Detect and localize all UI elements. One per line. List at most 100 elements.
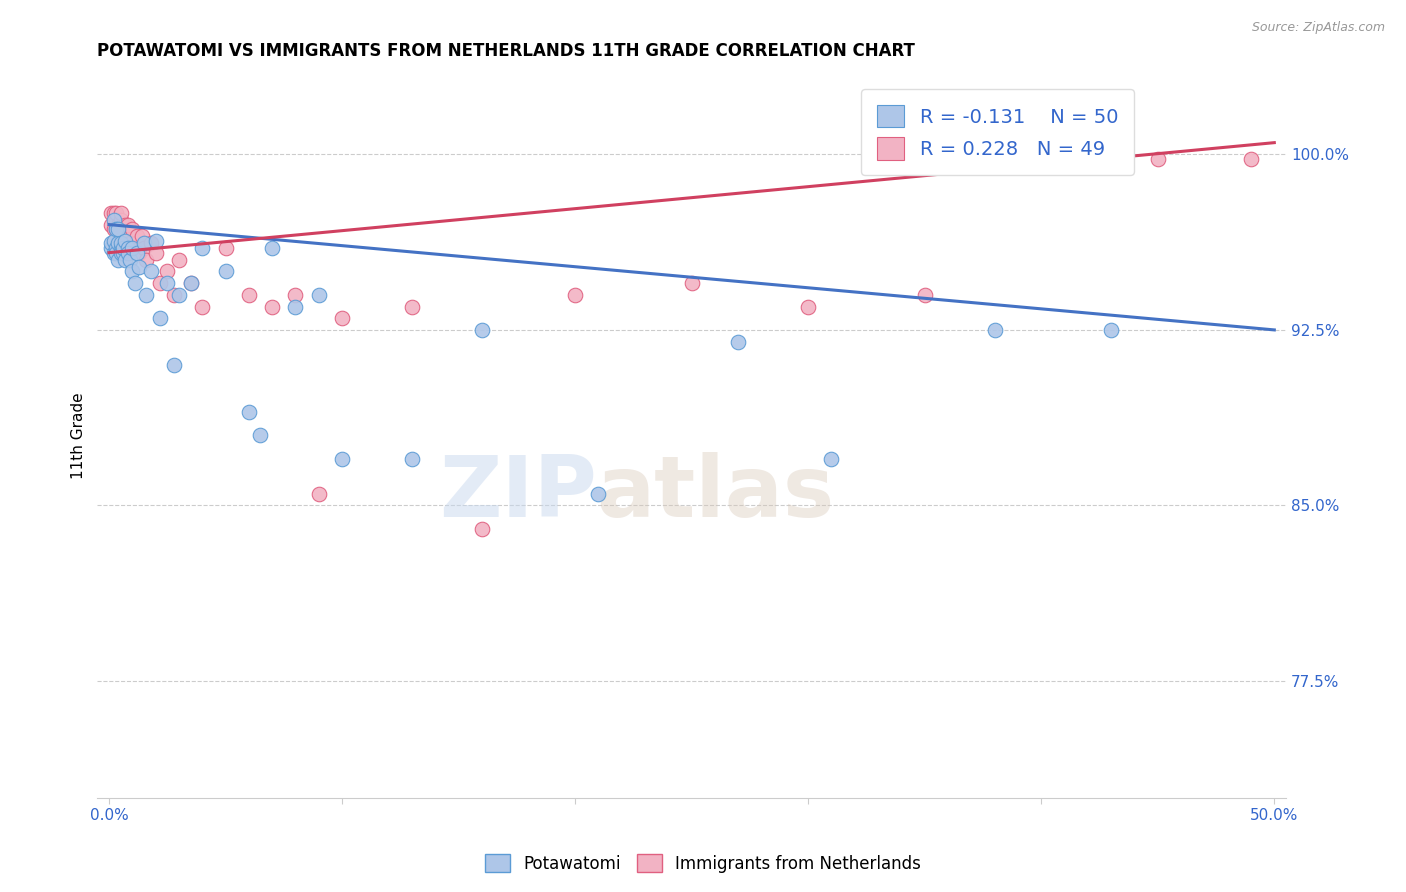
Point bbox=[114, 218, 136, 232]
Point bbox=[1240, 152, 1263, 166]
Point bbox=[114, 252, 136, 267]
Point bbox=[110, 206, 132, 220]
Point bbox=[139, 264, 162, 278]
Point bbox=[308, 287, 330, 301]
Point bbox=[284, 287, 307, 301]
Point bbox=[149, 276, 172, 290]
Point bbox=[191, 300, 214, 314]
Point bbox=[727, 334, 749, 349]
Point bbox=[121, 241, 143, 255]
Point bbox=[110, 222, 132, 236]
Point bbox=[156, 276, 179, 290]
Point bbox=[284, 300, 307, 314]
Point bbox=[191, 241, 214, 255]
Point bbox=[167, 287, 190, 301]
Point bbox=[125, 229, 148, 244]
Point bbox=[121, 222, 143, 236]
Legend: R = -0.131    N = 50, R = 0.228   N = 49: R = -0.131 N = 50, R = 0.228 N = 49 bbox=[862, 89, 1133, 175]
Point bbox=[471, 522, 494, 536]
Point bbox=[308, 487, 330, 501]
Legend: Potawatomi, Immigrants from Netherlands: Potawatomi, Immigrants from Netherlands bbox=[478, 847, 928, 880]
Point bbox=[103, 245, 125, 260]
Point bbox=[100, 218, 122, 232]
Y-axis label: 11th Grade: 11th Grade bbox=[72, 392, 86, 478]
Point bbox=[111, 222, 134, 236]
Point bbox=[401, 451, 423, 466]
Point bbox=[156, 264, 179, 278]
Point bbox=[262, 300, 284, 314]
Point bbox=[564, 287, 586, 301]
Point bbox=[105, 213, 128, 227]
Text: atlas: atlas bbox=[596, 451, 835, 535]
Point bbox=[111, 236, 134, 251]
Point bbox=[100, 206, 122, 220]
Point bbox=[117, 241, 139, 255]
Point bbox=[105, 206, 128, 220]
Point bbox=[135, 252, 157, 267]
Point bbox=[110, 213, 132, 227]
Point bbox=[124, 241, 146, 255]
Point bbox=[214, 264, 236, 278]
Point bbox=[103, 222, 125, 236]
Point bbox=[105, 245, 128, 260]
Point bbox=[163, 287, 186, 301]
Point bbox=[249, 428, 271, 442]
Point bbox=[128, 260, 150, 274]
Point bbox=[117, 229, 139, 244]
Point bbox=[132, 236, 155, 251]
Point bbox=[118, 236, 141, 251]
Point bbox=[588, 487, 610, 501]
Point bbox=[163, 358, 186, 372]
Point bbox=[107, 222, 129, 236]
Point bbox=[121, 264, 143, 278]
Text: POTAWATOMI VS IMMIGRANTS FROM NETHERLANDS 11TH GRADE CORRELATION CHART: POTAWATOMI VS IMMIGRANTS FROM NETHERLAND… bbox=[97, 42, 915, 60]
Point bbox=[107, 218, 129, 232]
Point bbox=[167, 252, 190, 267]
Point bbox=[110, 236, 132, 251]
Point bbox=[103, 234, 125, 248]
Point bbox=[1099, 323, 1122, 337]
Point bbox=[139, 236, 162, 251]
Point bbox=[149, 311, 172, 326]
Point bbox=[214, 241, 236, 255]
Point bbox=[131, 229, 153, 244]
Point bbox=[262, 241, 284, 255]
Point bbox=[330, 311, 353, 326]
Point bbox=[180, 276, 202, 290]
Point bbox=[1031, 152, 1053, 166]
Point bbox=[111, 241, 134, 255]
Point bbox=[111, 245, 134, 260]
Point bbox=[117, 245, 139, 260]
Point bbox=[401, 300, 423, 314]
Point bbox=[103, 213, 125, 227]
Point bbox=[914, 287, 936, 301]
Point bbox=[983, 323, 1005, 337]
Point bbox=[100, 236, 122, 251]
Point bbox=[135, 287, 157, 301]
Point bbox=[105, 222, 128, 236]
Point bbox=[105, 222, 128, 236]
Point bbox=[471, 323, 494, 337]
Point bbox=[145, 234, 167, 248]
Point bbox=[117, 218, 139, 232]
Point bbox=[1146, 152, 1168, 166]
Point bbox=[100, 241, 122, 255]
Point bbox=[114, 234, 136, 248]
Text: Source: ZipAtlas.com: Source: ZipAtlas.com bbox=[1251, 21, 1385, 34]
Point bbox=[118, 252, 141, 267]
Point bbox=[238, 405, 260, 419]
Point bbox=[330, 451, 353, 466]
Point bbox=[238, 287, 260, 301]
Point bbox=[107, 252, 129, 267]
Point bbox=[124, 276, 146, 290]
Point bbox=[114, 229, 136, 244]
Point bbox=[797, 300, 820, 314]
Point bbox=[128, 245, 150, 260]
Point bbox=[125, 245, 148, 260]
Point bbox=[132, 241, 155, 255]
Point bbox=[180, 276, 202, 290]
Point bbox=[105, 241, 128, 255]
Point bbox=[145, 245, 167, 260]
Text: ZIP: ZIP bbox=[439, 451, 596, 535]
Point bbox=[681, 276, 703, 290]
